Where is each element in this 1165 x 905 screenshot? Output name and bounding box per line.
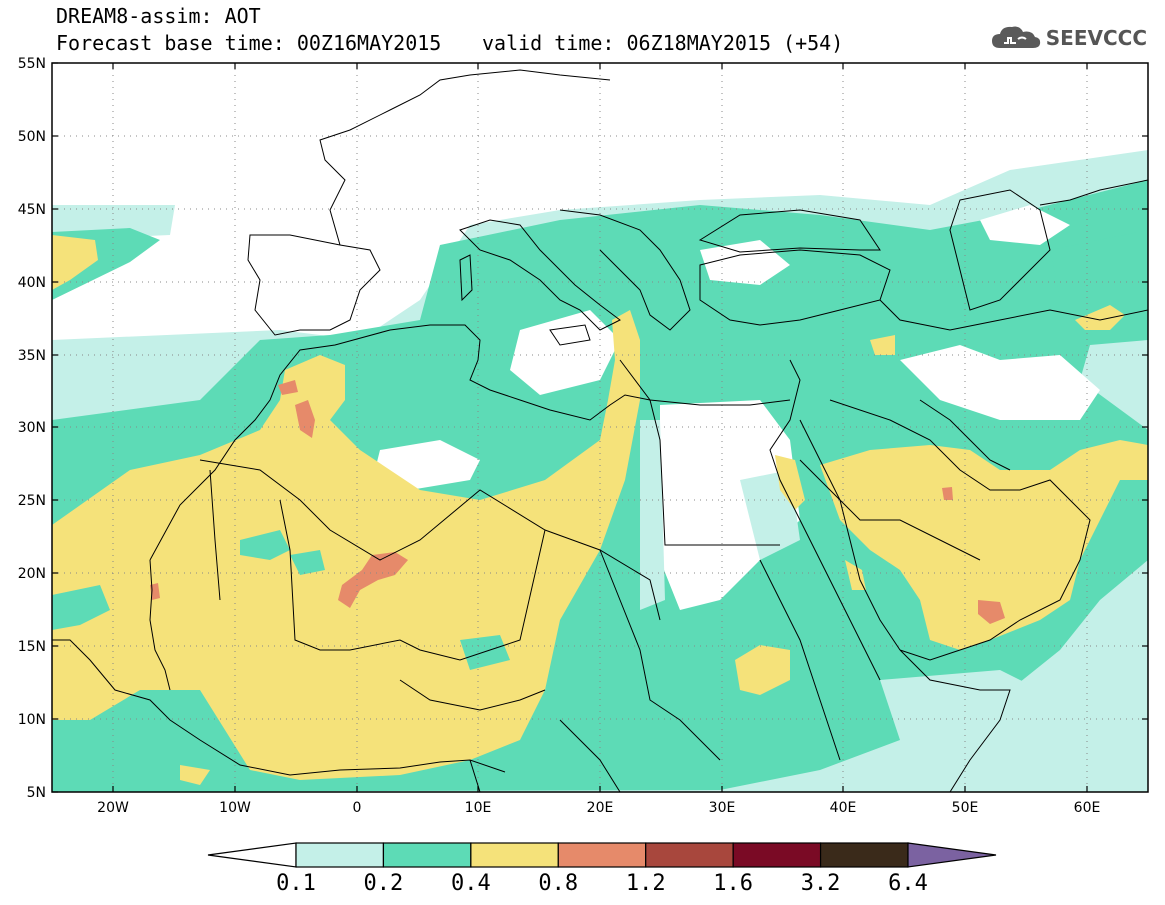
aot-zone-yellow [870,335,895,355]
title-line-1: DREAM8-assim: AOT [56,4,261,28]
logo-text: SEEVCCC [1045,26,1147,50]
aot-zone-clear [980,205,1070,245]
lat-label: 15N [18,639,46,655]
aot-zone-clear [900,345,1100,420]
lat-label: 5N [27,785,46,801]
colorbar-label: 0.8 [538,871,578,896]
aot-zone-orange [338,552,408,608]
lat-labels: 55N 50N 45N 40N 35N 30N 25N 20N 15N 10N … [18,56,46,801]
aot-zone-yellow [735,645,790,695]
lat-label: 50N [18,129,46,145]
lon-label: 10E [465,800,492,816]
colorbar-swatch [382,842,472,868]
aot-zone-light [880,670,1080,780]
colorbar-label: 3.2 [801,871,841,896]
lon-labels: 20W 10W 0 10E 20E 30E 40E 50E 60E [97,800,1100,816]
colorbar-swatch [645,842,734,868]
aot-zone-yellow [180,765,210,785]
colorbar-swatch [732,842,822,868]
aot-zone-light [640,420,665,610]
aot-zone-green [52,585,110,630]
lon-label: 20E [587,800,614,816]
lon-label: 20W [97,800,129,816]
colorbar-swatch [819,842,909,868]
aot-zone-clear [510,310,620,395]
aot-zone-yellow [1075,305,1125,330]
aot-zone-orange [942,487,953,500]
lat-label: 35N [18,348,46,364]
colorbar-swatch [557,842,647,868]
aot-zone-green [240,530,290,560]
lat-label: 20N [18,566,46,582]
title-line-3: valid time: 06Z18MAY2015 (+54) [482,31,844,55]
axis-ticks [52,62,1148,793]
seevccc-logo: SEEVCCC [990,24,1147,52]
colorbar-label: 1.6 [713,871,753,896]
colorbar-label: 1.2 [626,871,666,896]
aot-zone-orange [278,380,298,395]
colorbar-swatch [207,842,297,868]
colorbar-swatch [470,842,559,868]
aot-zone-orange [978,600,1005,624]
colorbar-labels: 0.1 0.2 0.4 0.8 1.2 1.6 3.2 6.4 [276,871,928,896]
colorbar-label: 0.1 [276,871,316,896]
colorbar [207,842,997,868]
coastlines [52,69,1148,792]
lat-label: 10N [18,712,46,728]
cloud-icon [991,26,1040,48]
lon-label: 10W [219,800,251,816]
aot-field [52,63,1148,792]
colorbar-label: 0.4 [451,871,491,896]
colorbar-swatch [907,842,997,868]
lon-label: 30E [709,800,736,816]
title-line-2: Forecast base time: 00Z16MAY2015 [56,31,442,55]
colorbar-label: 0.2 [364,871,404,896]
lat-label: 25N [18,493,46,509]
aot-zone-green [460,635,510,670]
lon-label: 40E [830,800,857,816]
lon-label: 50E [952,800,979,816]
aot-zone-yellow [775,455,805,510]
aot-zone-orange [295,400,315,438]
aot-zone-yellow [820,440,1148,650]
aot-zone-green [290,550,325,575]
lon-label: 60E [1074,800,1101,816]
aot-zone-green [1050,230,1148,300]
lat-label: 55N [18,56,46,72]
lat-label: 40N [18,275,46,291]
lat-label: 45N [18,202,46,218]
lat-label: 30N [18,420,46,436]
colorbar-label: 6.4 [888,871,928,896]
aot-zone-clear [660,400,800,610]
aot-zone-yellow [52,235,98,290]
colorbar-swatch [295,842,385,868]
aot-zone-orange [150,583,160,600]
lon-label: 0 [353,800,362,816]
